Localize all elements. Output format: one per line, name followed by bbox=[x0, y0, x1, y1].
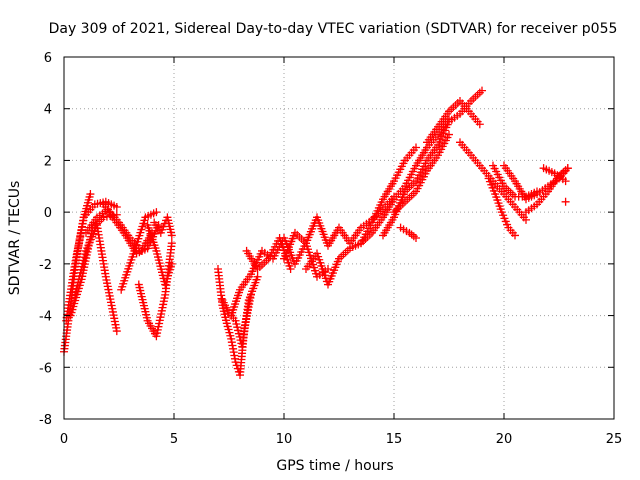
chart-title: Day 309 of 2021, Sidereal Day-to-day VTE… bbox=[49, 21, 618, 37]
y-tick-label: -2 bbox=[39, 258, 52, 273]
data-point bbox=[445, 130, 453, 139]
x-tick-label: 15 bbox=[386, 432, 403, 447]
data-point bbox=[167, 231, 176, 240]
data-point bbox=[86, 190, 95, 199]
x-tick-label: 10 bbox=[276, 432, 293, 447]
data-point bbox=[522, 215, 530, 224]
data-point bbox=[475, 120, 484, 129]
x-axis-label: GPS time / hours bbox=[276, 458, 393, 474]
y-tick-label: 6 bbox=[44, 51, 52, 66]
data-point bbox=[412, 234, 420, 242]
tick-labels: 0 5 10 15 20 25 -8 -6 -4 -2 0 2 4 6 bbox=[39, 51, 622, 447]
data-point bbox=[412, 143, 420, 152]
data-point bbox=[561, 177, 570, 186]
data-point bbox=[561, 197, 570, 206]
data-point bbox=[167, 259, 176, 268]
y-tick-label: 2 bbox=[44, 154, 52, 169]
y-tick-label: 4 bbox=[44, 103, 52, 118]
x-tick-label: 0 bbox=[60, 432, 68, 447]
x-tick-label: 20 bbox=[496, 432, 513, 447]
data-point bbox=[112, 202, 121, 211]
y-axis-label: SDTVAR / TECUs bbox=[7, 181, 23, 296]
plot-frame bbox=[63, 56, 615, 420]
data-point bbox=[563, 164, 572, 173]
y-tick-label: 0 bbox=[44, 206, 52, 221]
axis-ticks bbox=[63, 56, 615, 420]
y-tick-label: -6 bbox=[39, 361, 52, 376]
data-point bbox=[286, 265, 295, 274]
y-tick-label: -4 bbox=[39, 310, 52, 325]
y-tick-label: -8 bbox=[39, 413, 52, 428]
data-points bbox=[60, 86, 572, 380]
data-point bbox=[511, 231, 519, 240]
data-point bbox=[167, 239, 176, 248]
x-tick-label: 25 bbox=[606, 432, 623, 447]
data-point bbox=[253, 272, 262, 281]
x-tick-label: 5 bbox=[170, 432, 178, 447]
data-point bbox=[152, 208, 161, 217]
data-point bbox=[112, 327, 121, 336]
data-point bbox=[478, 86, 486, 95]
